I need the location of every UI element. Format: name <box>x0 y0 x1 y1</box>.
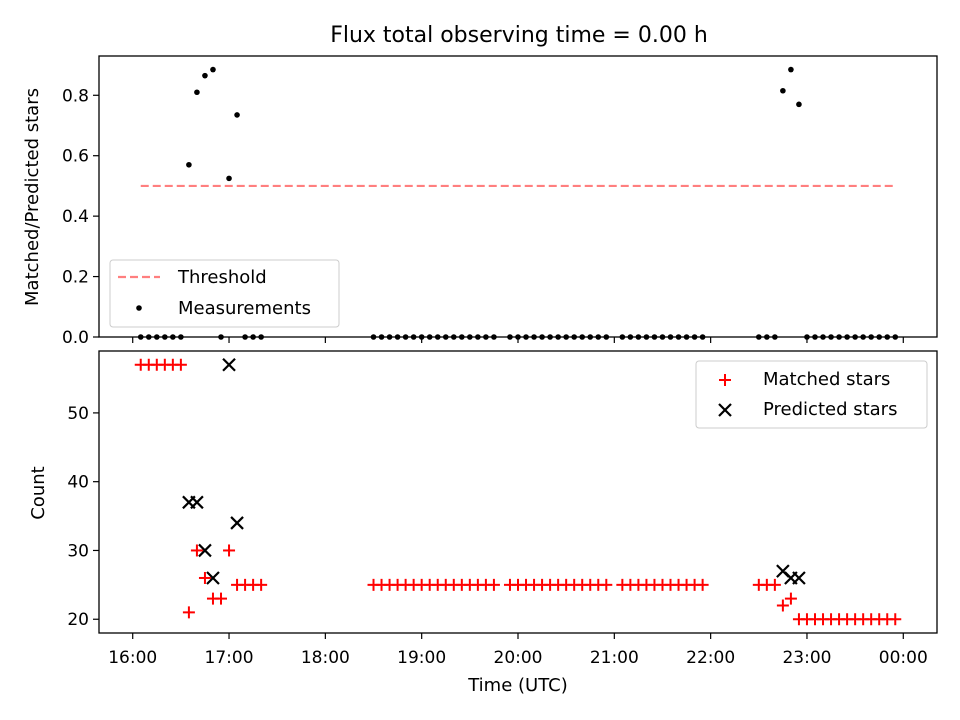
count-x-tick-label: 23:00 <box>782 648 831 668</box>
threshold-legend-label: Threshold <box>177 267 267 288</box>
ratio-axes-frame <box>98 55 938 338</box>
measurement-point <box>194 89 200 96</box>
measurement-legend-label: Measurements <box>178 298 311 319</box>
matched-star-point <box>600 578 613 591</box>
measurement-legend-swatch <box>136 305 142 311</box>
measurement-point <box>202 72 208 79</box>
count-legend-box <box>695 360 928 429</box>
measurement-point <box>796 101 802 108</box>
matched-star-point <box>784 592 797 605</box>
measurement-point <box>788 66 794 73</box>
count-y-tick-label: 40 <box>67 473 89 493</box>
measurement-point <box>780 87 786 94</box>
ratio-y-ticks: 0.0 0.2 0.4 0.6 0.8 <box>62 86 99 348</box>
matched-star-point <box>215 592 228 605</box>
count-x-tick-label: 22:00 <box>686 648 735 668</box>
count-y-tick-label: 30 <box>67 541 89 561</box>
predicted-star-point <box>792 571 806 585</box>
matched-star-point <box>696 578 709 591</box>
count-y-ticks: 20 30 40 50 <box>67 404 99 630</box>
count-x-tick-label: 19:00 <box>397 648 446 668</box>
predicted-legend-swatch <box>718 403 732 417</box>
matched-legend-label: Matched stars <box>763 369 890 390</box>
ratio-y-tick-label: 0.0 <box>62 328 89 348</box>
count-legend: Matched stars Predicted stars <box>695 360 928 429</box>
matched-star-point <box>768 578 781 591</box>
measurement-point <box>234 112 240 118</box>
matched-star-point <box>198 571 211 584</box>
measurement-point <box>226 175 232 182</box>
ratio-panel: 0.00.20.40.60.8 Matched/Predicted stars … <box>22 55 938 348</box>
matched-star-point <box>255 578 268 591</box>
measurement-point <box>186 161 192 168</box>
count-x-tick-label: 00:00 <box>879 648 928 668</box>
count-y-tick-label: 20 <box>67 610 89 630</box>
matched-star-point <box>889 613 902 626</box>
ratio-x-ticks <box>132 337 904 343</box>
matched-star-point <box>190 544 203 557</box>
predicted-star-point <box>198 543 212 558</box>
count-panel: 20 30 40 50 16:00 17:00 18:00 19:00 20:00 21:00 2… <box>28 350 938 696</box>
predicted-stars-series <box>182 357 806 585</box>
ratio-y-tick-label: 0.4 <box>62 207 89 227</box>
predicted-legend-marker <box>718 403 732 417</box>
ratio-y-tick-label: 0.2 <box>62 268 89 288</box>
matched-star-point <box>223 544 236 557</box>
matched-legend-marker <box>719 374 731 386</box>
ratio-y-tick-label: 0.6 <box>62 147 89 167</box>
matched-legend-swatch <box>719 374 731 386</box>
chart-title: Flux total observing time = 0.00 h <box>330 23 708 48</box>
count-x-label: Time (UTC) <box>467 675 568 696</box>
ratio-y-tick-label: 0.8 <box>62 86 89 106</box>
predicted-star-point <box>222 357 236 372</box>
ratio-legend-box <box>109 259 340 328</box>
matched-star-point <box>487 578 500 591</box>
count-y-label: Count <box>28 466 49 519</box>
count-x-tick-label: 18:00 <box>301 648 350 668</box>
count-x-ticks: 16:00 17:00 18:00 19:00 20:00 21:00 22:00 23:00… <box>108 633 928 668</box>
count-x-tick-label: 21:00 <box>590 648 639 668</box>
predicted-star-point <box>190 495 204 510</box>
count-x-tick-label: 17:00 <box>205 648 254 668</box>
predicted-star-point <box>206 571 220 585</box>
ratio-y-label: Matched/Predicted stars <box>22 88 43 306</box>
matched-stars-series <box>134 358 902 626</box>
count-y-tick-label: 50 <box>67 404 89 424</box>
count-axes-frame <box>98 350 938 634</box>
ratio-legend: Threshold Measurements <box>109 259 340 328</box>
matched-star-point <box>182 606 195 619</box>
count-x-tick-label: 20:00 <box>494 648 543 668</box>
predicted-legend-label: Predicted stars <box>763 399 897 420</box>
measurement-point <box>210 66 216 73</box>
count-x-tick-label: 16:00 <box>108 648 157 668</box>
predicted-star-point <box>230 516 244 530</box>
matched-star-point <box>174 358 187 371</box>
matched-star-point <box>776 599 789 612</box>
